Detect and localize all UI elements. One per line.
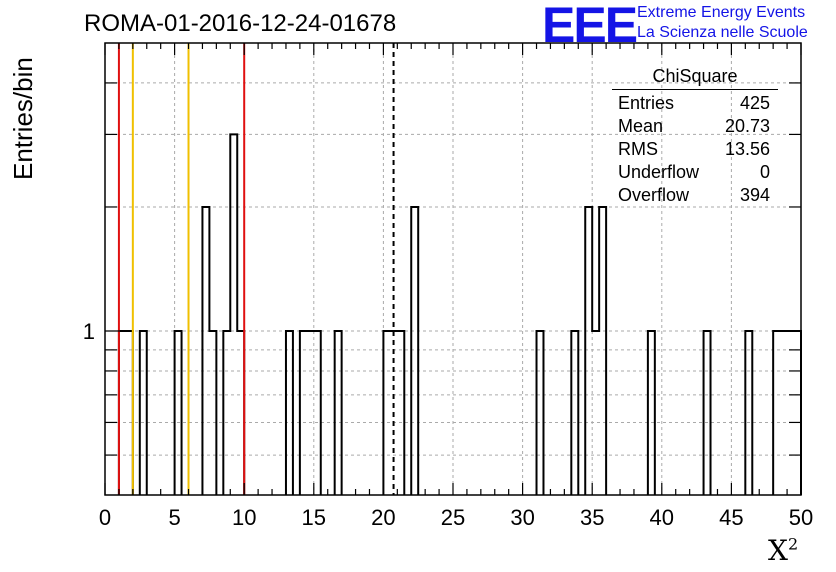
x-tick-label: 25 (441, 505, 465, 530)
stats-value: 0 (759, 162, 770, 182)
x-axis-label: X2 (768, 534, 798, 567)
y-tick-label: 1 (83, 319, 95, 344)
x-axis-label-base: X (768, 534, 788, 567)
x-tick-label: 10 (232, 505, 256, 530)
stats-label: Overflow (618, 185, 690, 205)
x-tick-label: 0 (99, 505, 111, 530)
stats-label: Underflow (618, 162, 700, 182)
x-tick-label: 30 (510, 505, 534, 530)
stats-value: 20.73 (724, 116, 770, 136)
stats-title: ChiSquare (612, 66, 778, 90)
stats-row-underflow: Underflow 0 (612, 161, 778, 184)
stats-value: 394 (739, 185, 770, 205)
x-tick-label: 20 (371, 505, 395, 530)
stats-row-rms: RMS 13.56 (612, 138, 778, 161)
x-tick-label: 40 (650, 505, 674, 530)
stats-row-overflow: Overflow 394 (612, 184, 778, 207)
eee-logo-mark: EEE (542, 0, 638, 53)
x-axis-label-superscript: 2 (787, 534, 799, 554)
x-tick-label: 50 (789, 505, 813, 530)
stats-value: 13.56 (724, 139, 770, 159)
stats-label: RMS (618, 139, 658, 159)
x-tick-label: 35 (580, 505, 604, 530)
y-axis-label: Entries/bin (8, 57, 38, 180)
x-tick-label: 15 (302, 505, 326, 530)
eee-logo-line2: La Scienza nelle Scuole (637, 24, 808, 41)
eee-logo-line1: Extreme Energy Events (637, 4, 806, 21)
stats-box: ChiSquare Entries 425 Mean 20.73 RMS 13.… (612, 66, 778, 207)
stats-value: 425 (739, 93, 770, 113)
x-tick-label: 5 (168, 505, 180, 530)
chart-title: ROMA-01-2016-12-24-01678 (84, 10, 397, 37)
stats-label: Mean (618, 116, 664, 136)
stats-row-entries: Entries 425 (612, 92, 778, 115)
stats-row-mean: Mean 20.73 (612, 115, 778, 138)
x-tick-label: 45 (719, 505, 743, 530)
stats-label: Entries (618, 93, 675, 113)
